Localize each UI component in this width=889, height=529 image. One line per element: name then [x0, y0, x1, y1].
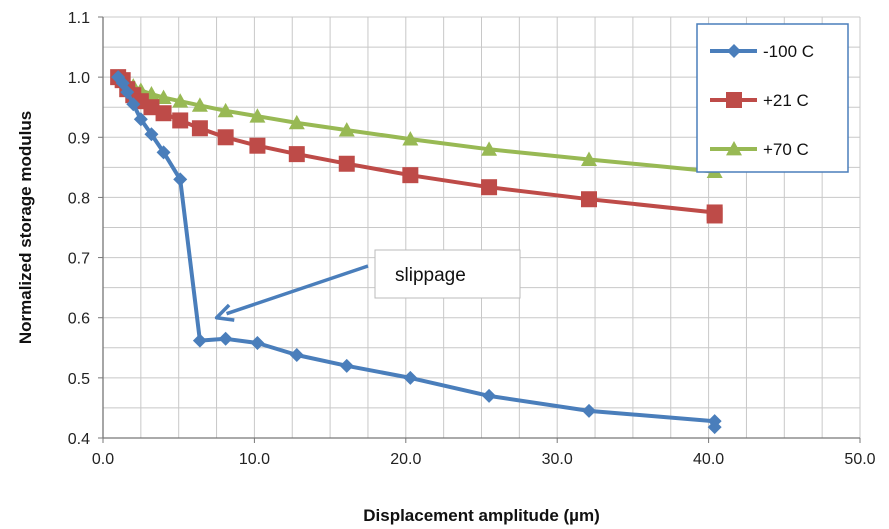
data-point [143, 99, 160, 116]
axes [102, 17, 860, 439]
legend-swatch-marker [727, 44, 741, 58]
data-point [155, 105, 172, 122]
annotation-arrow-shaft [225, 264, 369, 316]
y-tick-label: 1.0 [68, 70, 90, 87]
data-point [133, 112, 148, 127]
y-tick-label: 0.4 [68, 431, 90, 448]
y-tick-label: 0.6 [68, 311, 90, 328]
data-point [706, 207, 723, 224]
data-point [338, 122, 355, 137]
data-point [250, 335, 265, 350]
data-point [173, 172, 188, 187]
data-point [217, 102, 234, 118]
data-point [289, 348, 304, 363]
data-point [217, 129, 234, 146]
data-point [144, 127, 159, 142]
y-tick-label: 0.9 [68, 130, 90, 147]
data-point [481, 141, 498, 156]
annotation-text: slippage [395, 265, 466, 286]
data-point [120, 85, 135, 100]
data-point [115, 76, 130, 91]
data-point [707, 420, 722, 435]
data-point [580, 151, 597, 166]
data-point [581, 403, 596, 418]
data-point [126, 97, 141, 112]
legend-item: +70 C [710, 140, 809, 159]
annotation-arrow-head [214, 303, 235, 322]
data-point [249, 108, 266, 123]
data-point [403, 370, 418, 385]
data-point [191, 120, 208, 137]
y-tick-label: 0.8 [68, 190, 90, 207]
data-point [288, 114, 305, 130]
x-tick-labels: 0.0 10.0 20.0 30.0 40.0 50.0 [92, 438, 876, 468]
legend-label: +70 C [763, 140, 809, 159]
legend-item: -100 C [710, 42, 814, 61]
y-tick-label: 0.7 [68, 251, 90, 268]
x-tick-label: 10.0 [239, 451, 270, 468]
data-point [249, 137, 266, 154]
legend-label: -100 C [763, 42, 814, 61]
legend-label: +21 C [763, 91, 809, 110]
annotation: slippage [214, 249, 521, 322]
legend-swatch-marker [726, 141, 742, 156]
data-point [172, 93, 189, 108]
data-point [402, 167, 419, 184]
data-point [191, 97, 208, 112]
data-point [218, 331, 233, 346]
data-point [482, 388, 497, 403]
x-tick-label: 0.0 [92, 451, 114, 468]
x-tick-label: 50.0 [844, 451, 875, 468]
x-tick-label: 20.0 [390, 451, 421, 468]
y-tick-labels: 0.4 0.5 0.6 0.7 0.8 0.9 1.0 1.1 [68, 10, 103, 448]
data-point [338, 155, 355, 172]
x-tick-label: 30.0 [542, 451, 573, 468]
y-tick-label: 1.1 [68, 10, 90, 27]
legend: -100 C +21 C +70 C [696, 23, 849, 173]
data-point [156, 145, 171, 160]
annotation-box [374, 249, 521, 299]
data-point [288, 146, 305, 163]
series-layer [110, 69, 723, 435]
data-point [172, 112, 189, 129]
y-axis-label: Normalized storage modulus [16, 111, 35, 344]
series-square [110, 69, 723, 224]
series-diamond [111, 70, 722, 435]
data-point [155, 89, 172, 104]
data-point [481, 179, 498, 196]
series-line [116, 75, 717, 216]
legend-swatch-marker [726, 92, 742, 108]
data-point [402, 131, 419, 146]
data-point [192, 333, 207, 348]
x-tick-label: 40.0 [693, 451, 724, 468]
data-point [580, 191, 597, 208]
x-axis-label: Displacement amplitude (µm) [363, 506, 600, 525]
data-point [339, 358, 354, 373]
legend-item: +21 C [710, 91, 809, 110]
y-tick-label: 0.5 [68, 371, 90, 388]
